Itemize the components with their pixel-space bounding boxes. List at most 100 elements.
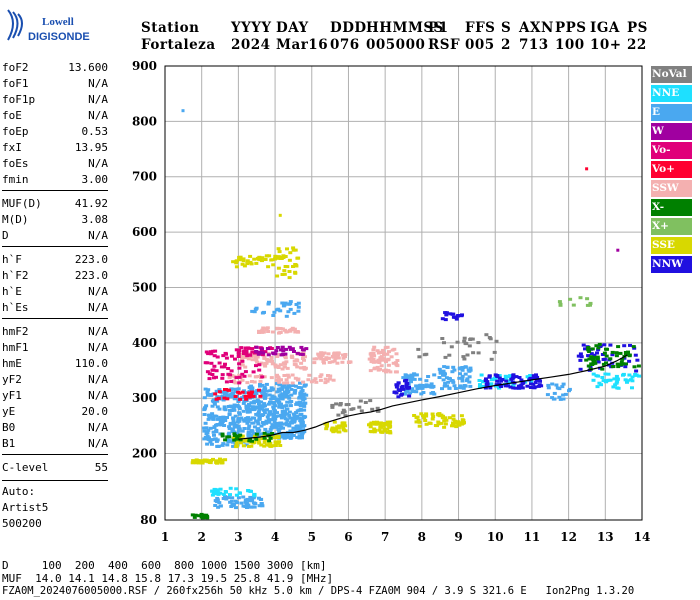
echo-point (625, 379, 630, 383)
echo-point (238, 438, 243, 442)
echo-point (533, 381, 538, 385)
echo-point (241, 409, 246, 413)
echo-point (250, 435, 254, 439)
echo-point (198, 460, 203, 464)
echo-point (203, 421, 208, 425)
echo-point (632, 346, 637, 350)
echo-point (300, 389, 305, 392)
echo-point (297, 396, 302, 400)
echo-point (214, 389, 219, 393)
echo-point (552, 397, 557, 401)
echo-point (417, 424, 422, 428)
echo-point (242, 419, 247, 423)
param-row: foF1 N/A (2, 76, 108, 91)
param-name: C-level (2, 461, 49, 474)
echo-point (236, 387, 241, 391)
echo-point (262, 310, 266, 314)
echo-point (585, 297, 590, 301)
echo-point (206, 428, 211, 432)
echo-point (266, 330, 271, 333)
echo-point (293, 330, 298, 334)
echo-point (284, 347, 288, 351)
echo-point (476, 351, 481, 355)
echo-point (268, 401, 273, 405)
echo-point (372, 420, 376, 424)
echo-point (495, 379, 500, 383)
echo-point (248, 260, 253, 264)
echo-point (419, 412, 424, 416)
header-row1-6: FFS (465, 20, 496, 36)
echo-point (596, 348, 601, 352)
echo-point (424, 422, 429, 426)
echo-point (534, 373, 538, 377)
echo-point (283, 436, 288, 440)
echo-point (213, 349, 218, 353)
echo-point (256, 427, 261, 431)
echo-point (260, 437, 265, 441)
echo-point (593, 361, 598, 365)
param-row: yF2 N/A (2, 372, 108, 387)
echo-point (205, 434, 210, 438)
param-value: N/A (88, 109, 108, 122)
echo-point (371, 352, 376, 355)
echo-point (284, 404, 289, 408)
echo-point (284, 386, 289, 390)
echo-point (214, 439, 219, 443)
echo-point (224, 380, 229, 384)
x-tick-label: 1 (161, 530, 169, 544)
echo-point (288, 436, 293, 440)
echo-point (231, 391, 236, 395)
plot-frame (164, 65, 643, 521)
echo-point (342, 428, 346, 432)
echo-point (347, 360, 352, 364)
echo-point (634, 369, 639, 373)
echo-point (333, 428, 338, 432)
echo-point (202, 413, 207, 416)
param-row: hmE 110.0 (2, 356, 108, 371)
echo-point (635, 358, 640, 362)
echo-point (286, 310, 291, 314)
echo-point (272, 436, 277, 440)
echo-point (595, 385, 600, 389)
echo-point (294, 425, 299, 428)
echo-point (215, 417, 220, 421)
echo-point (300, 352, 305, 356)
echo-point (616, 365, 621, 369)
echo-point (234, 259, 239, 263)
header-row1-11: PS (627, 20, 648, 36)
echo-point (250, 416, 255, 420)
echo-point (262, 431, 267, 435)
echo-point (287, 345, 292, 349)
echo-point (221, 354, 226, 358)
echo-point (263, 404, 267, 408)
echo-point (600, 367, 605, 371)
panel-separator (2, 246, 108, 247)
echo-point (296, 305, 301, 309)
echo-point (254, 261, 259, 265)
echo-point (497, 376, 502, 380)
svg-text:DIGISONDE: DIGISONDE (28, 31, 90, 43)
echo-point (377, 428, 382, 432)
echo-point (452, 384, 457, 388)
echo-point (292, 429, 297, 433)
legend-item-x: X+ (651, 218, 692, 235)
echo-point (561, 397, 566, 401)
x-tick-label: 14 (634, 530, 651, 544)
echo-point (465, 353, 470, 357)
echo-point (297, 427, 302, 431)
echo-point (250, 380, 254, 383)
echo-point (276, 266, 281, 270)
echo-point (560, 385, 565, 389)
echo-point (266, 353, 271, 357)
echo-point (237, 349, 242, 352)
echo-point (600, 376, 605, 379)
echo-point (616, 386, 621, 390)
echo-point (275, 411, 279, 415)
param-value: N/A (88, 157, 108, 170)
header-row2-11: 22 (627, 37, 647, 53)
echo-point (443, 372, 447, 376)
echo-point (210, 489, 215, 493)
echo-point (517, 386, 522, 390)
echo-point (424, 412, 429, 416)
echo-point (217, 361, 222, 365)
